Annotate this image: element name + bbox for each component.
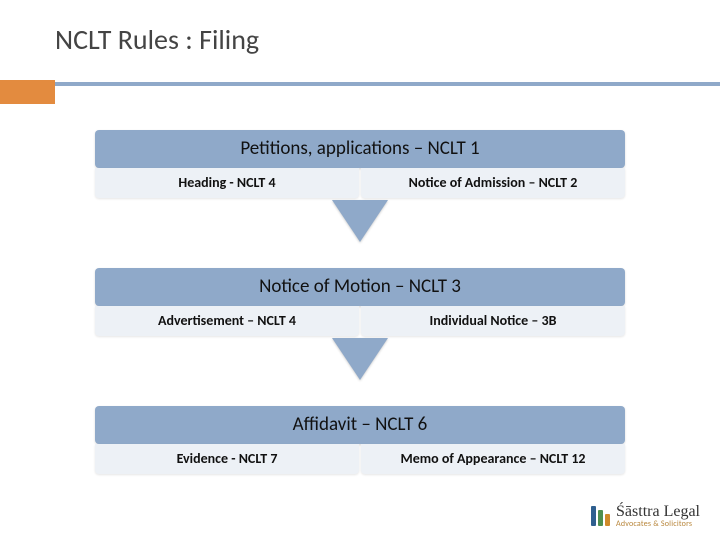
- title-rule: [0, 82, 720, 86]
- stage-2: Notice of Motion – NCLT 3 Advertisement …: [95, 268, 625, 336]
- arrow-2: [332, 338, 388, 380]
- stage-2-left: Advertisement – NCLT 4: [95, 306, 359, 336]
- stage-3: Affidavit – NCLT 6 Evidence - NCLT 7 Mem…: [95, 406, 625, 474]
- page-title: NCLT Rules : Filing: [55, 22, 259, 57]
- stage-3-row: Evidence - NCLT 7 Memo of Appearance – N…: [95, 444, 625, 474]
- logo-name: Śāsttra Legal: [616, 504, 700, 520]
- stage-2-right: Individual Notice – 3B: [361, 306, 625, 336]
- brand-logo: Śāsttra Legal Advocates & Solicitors: [591, 504, 700, 528]
- arrow-1: [332, 200, 388, 242]
- stage-1: Petitions, applications – NCLT 1 Heading…: [95, 130, 625, 198]
- stage-1-right: Notice of Admission – NCLT 2: [361, 168, 625, 198]
- logo-text: Śāsttra Legal Advocates & Solicitors: [616, 504, 700, 528]
- stage-3-header: Affidavit – NCLT 6: [95, 406, 625, 444]
- stage-3-right: Memo of Appearance – NCLT 12: [361, 444, 625, 474]
- logo-bar-1: [591, 506, 596, 526]
- logo-bar-2: [598, 510, 603, 526]
- logo-tagline: Advocates & Solicitors: [616, 520, 700, 528]
- stage-1-header: Petitions, applications – NCLT 1: [95, 130, 625, 168]
- stage-1-left: Heading - NCLT 4: [95, 168, 359, 198]
- stage-3-left: Evidence - NCLT 7: [95, 444, 359, 474]
- title-accent: [0, 80, 55, 104]
- stage-2-row: Advertisement – NCLT 4 Individual Notice…: [95, 306, 625, 336]
- logo-bars-icon: [591, 506, 610, 526]
- stage-2-header: Notice of Motion – NCLT 3: [95, 268, 625, 306]
- logo-bar-3: [605, 514, 610, 526]
- stage-1-row: Heading - NCLT 4 Notice of Admission – N…: [95, 168, 625, 198]
